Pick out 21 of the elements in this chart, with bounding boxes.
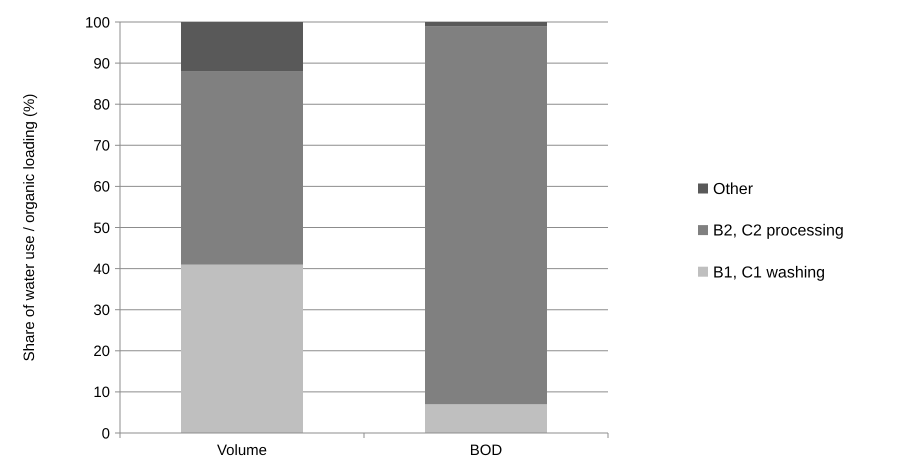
x-tick-label: Volume	[216, 442, 268, 459]
y-tick-label: 30	[93, 302, 110, 319]
bar	[181, 264, 303, 433]
bar	[425, 404, 547, 433]
y-tick-label: 70	[93, 138, 110, 155]
legend-label: B2, C2 processing	[713, 222, 844, 240]
y-tick-label: 90	[93, 55, 110, 72]
legend-label: B1, C1 washing	[713, 264, 826, 282]
legend-label: Other	[713, 181, 754, 198]
bar	[181, 22, 303, 72]
y-tick-label: 50	[93, 220, 110, 237]
y-tick-label: 40	[93, 260, 110, 278]
y-axis-title: Share of water use / organic loading (%)	[21, 94, 38, 362]
y-tick-label: 20	[93, 343, 110, 360]
x-tick-label: BOD	[470, 442, 502, 459]
y-tick-label: 100	[84, 14, 110, 32]
bar	[425, 22, 547, 26]
y-tick-label: 10	[93, 384, 110, 402]
y-tick-label: 0	[102, 425, 110, 442]
y-tick-label: 80	[93, 96, 110, 114]
y-tick-label: 60	[93, 178, 110, 196]
